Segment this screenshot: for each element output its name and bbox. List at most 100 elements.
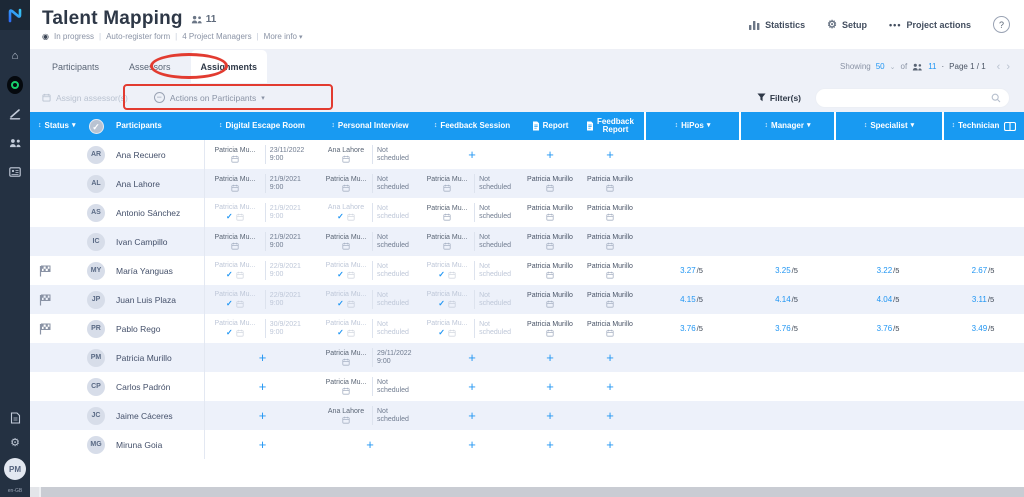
report-cell[interactable]: Patricia Murillo: [587, 234, 633, 250]
score-value[interactable]: 3.76/5: [877, 324, 900, 333]
add-button[interactable]: +: [546, 350, 554, 365]
add-button[interactable]: +: [259, 379, 267, 394]
column-hipos[interactable]: ↕HiPos ▾: [644, 112, 739, 140]
schedule-cell[interactable]: Patricia Mu... ✓ Notscheduled: [420, 285, 524, 314]
schedule-cell[interactable]: Patricia Mu... Notscheduled: [320, 169, 420, 198]
user-avatar[interactable]: PM: [4, 458, 26, 480]
filters-button[interactable]: Filter(s): [757, 93, 801, 103]
add-button[interactable]: +: [366, 437, 374, 452]
schedule-cell[interactable]: Patricia Mu... 23/11/20229:00: [205, 140, 320, 169]
report-cell[interactable]: Patricia Murillo: [587, 292, 633, 308]
search-box[interactable]: [815, 88, 1010, 108]
tab-assignments[interactable]: Assignments: [191, 50, 268, 83]
schedule-cell[interactable]: Ana Lahore ✓ Notscheduled: [320, 198, 420, 227]
column-feedback-report[interactable]: Feedback Report: [576, 112, 644, 140]
score-value[interactable]: 4.14/5: [775, 295, 798, 304]
schedule-cell[interactable]: Ana Lahore Notscheduled: [320, 401, 420, 430]
add-button[interactable]: +: [468, 147, 476, 162]
score-value[interactable]: 2.67/5: [972, 266, 995, 275]
assign-assessors-button[interactable]: Assign assessor(s): [42, 93, 128, 103]
schedule-cell[interactable]: Patricia Mu... Notscheduled: [320, 372, 420, 401]
participant-name[interactable]: Patricia Murillo: [112, 343, 204, 372]
report-cell[interactable]: Patricia Murillo: [587, 205, 633, 221]
column-manager[interactable]: ↕Manager ▾: [739, 112, 834, 140]
participant-name[interactable]: Ana Lahore: [112, 169, 204, 198]
column-digital-escape-room[interactable]: ↕Digital Escape Room: [204, 112, 320, 140]
check-icon[interactable]: ✓: [89, 119, 104, 134]
add-button[interactable]: +: [606, 147, 614, 162]
column-feedback-session[interactable]: ↕Feedback Session: [420, 112, 524, 140]
add-button[interactable]: +: [606, 408, 614, 423]
add-button[interactable]: +: [606, 437, 614, 452]
report-cell[interactable]: Patricia Murillo: [527, 292, 573, 308]
report-cell[interactable]: Patricia Murillo: [527, 321, 573, 337]
actions-on-participants-button[interactable]: − Actions on Participants ▾: [154, 92, 265, 103]
help-button[interactable]: ?: [993, 16, 1010, 33]
schedule-cell[interactable]: Patricia Mu... 29/11/20229:00: [320, 343, 420, 372]
column-personal-interview[interactable]: ↕Personal Interview: [320, 112, 420, 140]
project-actions-button[interactable]: ••• Project actions: [889, 20, 971, 30]
participant-name[interactable]: Pablo Rego: [112, 314, 204, 343]
report-cell[interactable]: Patricia Murillo: [527, 263, 573, 279]
schedule-cell[interactable]: Patricia Mu... ✓ 30/9/20219:00: [205, 314, 320, 343]
participant-name[interactable]: Antonio Sánchez: [112, 198, 204, 227]
report-cell[interactable]: Patricia Murillo: [527, 234, 573, 250]
add-button[interactable]: +: [546, 408, 554, 423]
app-logo[interactable]: [0, 0, 30, 30]
add-button[interactable]: +: [259, 350, 267, 365]
participant-name[interactable]: Jaime Cáceres: [112, 401, 204, 430]
column-report[interactable]: Report: [524, 112, 576, 140]
participant-name[interactable]: María Yanguas: [112, 256, 204, 285]
document-icon[interactable]: [7, 410, 23, 426]
id-card-icon[interactable]: [7, 164, 23, 180]
add-button[interactable]: +: [546, 437, 554, 452]
add-button[interactable]: +: [606, 379, 614, 394]
report-cell[interactable]: Patricia Murillo: [527, 176, 573, 192]
active-project-icon[interactable]: [7, 77, 23, 93]
schedule-cell[interactable]: Patricia Mu... 21/9/20219:00: [205, 169, 320, 198]
schedule-cell[interactable]: Ana Lahore Notscheduled: [320, 140, 420, 169]
report-cell[interactable]: Patricia Murillo: [587, 176, 633, 192]
select-all-checkbox[interactable]: ✓: [80, 112, 112, 140]
scrollbar-thumb[interactable]: [41, 487, 1024, 497]
schedule-cell[interactable]: Patricia Mu... Notscheduled: [420, 169, 524, 198]
tab-participants[interactable]: Participants: [42, 54, 109, 80]
next-page-button[interactable]: ›: [1006, 61, 1010, 73]
setup-button[interactable]: ⚙ Setup: [827, 18, 867, 31]
statistics-button[interactable]: Statistics: [749, 20, 805, 30]
score-value[interactable]: 3.22/5: [877, 266, 900, 275]
schedule-cell[interactable]: Patricia Mu... ✓ Notscheduled: [320, 314, 420, 343]
score-value[interactable]: 3.76/5: [680, 324, 703, 333]
scroll-left-button[interactable]: [30, 487, 39, 497]
page-size-select[interactable]: 50: [876, 62, 885, 71]
schedule-cell[interactable]: Patricia Mu... ✓ 22/9/20219:00: [205, 285, 320, 314]
score-value[interactable]: 3.11/5: [972, 295, 994, 304]
column-status[interactable]: ↕ Status ▾: [30, 112, 80, 140]
add-button[interactable]: +: [468, 408, 476, 423]
score-value[interactable]: 4.15/5: [680, 295, 703, 304]
schedule-cell[interactable]: Patricia Mu... ✓ Notscheduled: [320, 285, 420, 314]
participant-name[interactable]: Juan Luis Plaza: [112, 285, 204, 314]
participant-name[interactable]: Ivan Campillo: [112, 227, 204, 256]
add-button[interactable]: +: [606, 350, 614, 365]
score-value[interactable]: 3.49/5: [972, 324, 995, 333]
report-cell[interactable]: Patricia Murillo: [527, 205, 573, 221]
add-button[interactable]: +: [259, 437, 267, 452]
add-button[interactable]: +: [468, 350, 476, 365]
report-cell[interactable]: Patricia Murillo: [587, 263, 633, 279]
schedule-cell[interactable]: Patricia Mu... ✓ 21/9/20219:00: [205, 198, 320, 227]
schedule-cell[interactable]: Patricia Mu... ✓ Notscheduled: [420, 256, 524, 285]
participant-name[interactable]: Ana Recuero: [112, 140, 204, 169]
users-icon[interactable]: [7, 135, 23, 151]
schedule-cell[interactable]: Patricia Mu... ✓ Notscheduled: [320, 256, 420, 285]
schedule-cell[interactable]: Patricia Mu... ✓ Notscheduled: [420, 314, 524, 343]
add-button[interactable]: +: [546, 147, 554, 162]
column-technician[interactable]: ↕Technician: [942, 112, 1024, 140]
tab-assessors[interactable]: Assessors: [119, 54, 181, 80]
column-participants[interactable]: Participants: [112, 112, 204, 140]
score-value[interactable]: 4.04/5: [877, 295, 900, 304]
add-button[interactable]: +: [259, 408, 267, 423]
score-value[interactable]: 3.27/5: [680, 266, 703, 275]
schedule-cell[interactable]: Patricia Mu... Notscheduled: [420, 227, 524, 256]
report-cell[interactable]: Patricia Murillo: [587, 321, 633, 337]
